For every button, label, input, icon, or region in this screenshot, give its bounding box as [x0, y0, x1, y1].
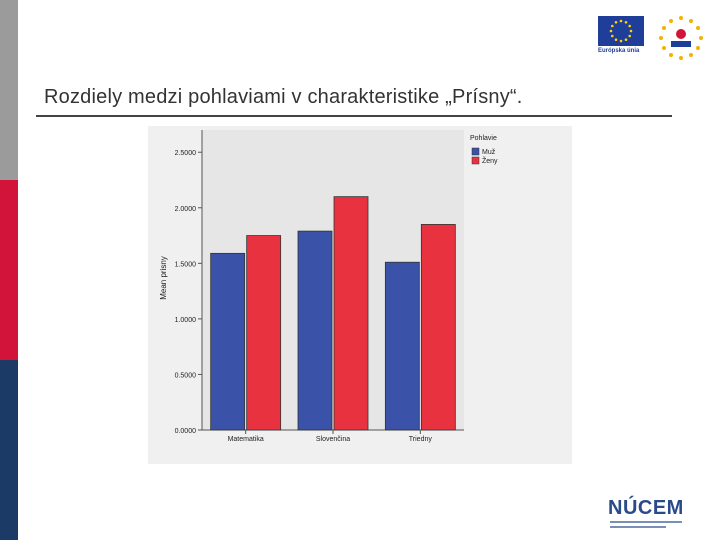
nucem-subline — [610, 521, 682, 523]
bar-zeny-0 — [246, 235, 282, 431]
bar-zeny-2 — [420, 224, 456, 431]
nucem-logo: NÚCEM — [608, 498, 688, 532]
y-tick-label: 0.5000 — [175, 372, 197, 379]
y-tick-label: 1.0000 — [175, 317, 197, 324]
chart-svg: 0.0000 0.5000 1.0000 1.5000 2.0000 2.5000 Mat… — [159, 130, 498, 443]
eu-caption: Európska únia — [598, 48, 640, 54]
legend-swatch-zeny — [471, 156, 480, 165]
bar-muz-2 — [384, 261, 420, 431]
plot-area — [202, 130, 464, 430]
y-tick-label: 0.0000 — [175, 428, 197, 435]
side-accent-red — [0, 180, 18, 360]
bar-zeny-1 — [333, 196, 369, 431]
y-tick-label: 2.5000 — [175, 150, 197, 157]
slide-title: Rozdiely medzi pohlaviami v charakterist… — [44, 86, 523, 108]
y-tick-label: 1.5000 — [175, 261, 197, 268]
legend-title: Pohlavie — [470, 135, 497, 142]
eu-logo: Európska únia — [598, 16, 646, 62]
bar-chart: 0.0000 0.5000 1.0000 1.5000 2.0000 2.5000 Mat… — [148, 126, 572, 464]
bar-muz-0 — [210, 252, 246, 431]
title-underline — [36, 115, 672, 117]
x-tick-label: Matematika — [228, 436, 264, 443]
y-tick-label: 2.0000 — [175, 206, 197, 213]
x-tick-label: Triedny — [409, 436, 433, 443]
nucem-wordmark: NÚCEM — [608, 497, 684, 519]
esf-logo-icon — [657, 14, 705, 62]
y-ticks: 0.0000 0.5000 1.0000 1.5000 2.0000 2.5000 — [175, 150, 202, 435]
x-tick-label: Slovenčina — [316, 436, 350, 443]
side-accent-navy — [0, 360, 18, 540]
x-ticks: Matematika Slovenčina Triedny — [228, 430, 433, 443]
nucem-subline — [610, 526, 666, 528]
legend-swatch-muz — [471, 147, 480, 156]
bar-muz-1 — [297, 230, 333, 431]
eu-flag-icon — [598, 16, 644, 46]
side-accent-gray — [0, 0, 18, 180]
bars — [210, 196, 456, 431]
legend-label-zeny: Ženy — [482, 156, 498, 165]
y-axis-label: Mean prisny — [159, 256, 168, 300]
legend-label-muz: Muž — [482, 149, 496, 156]
